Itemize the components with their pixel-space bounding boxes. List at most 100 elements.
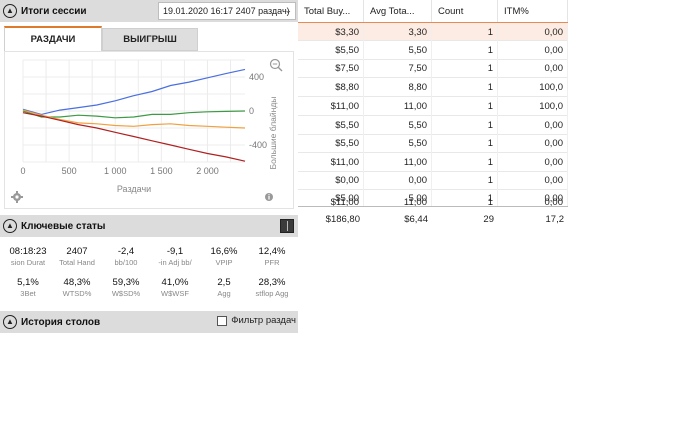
cell-total-buyin: $0,00 [298,171,364,190]
stat-session-duration: 08:18:23 sion Durat [4,246,52,267]
collapse-chevron-icon[interactable]: ▲ [3,4,17,18]
stat-label: W$SD% [111,289,141,298]
table-row[interactable]: $0,00 0,00 1 0,00 [298,171,568,190]
cell-total-buyin: $5,50 [298,134,364,153]
cell-itm: 0,00 [498,153,568,172]
stat-pfr: 12,4% PFR [248,246,296,267]
table-history-header[interactable]: ▲ История столов Фильтр раздач [0,311,298,333]
table-row[interactable]: $11,00 11,00 1 0,00 [298,197,568,207]
cell-count: 1 [432,41,498,60]
stat-value: 2,5 [217,277,231,288]
stat-label: -in Adj bb/ [158,258,192,267]
filter-label: Фильтр раздач [231,315,296,326]
stat-postflop-agg: 28,3% stflop Agg [248,277,296,298]
stat-value: 41,0% [161,277,189,288]
zoom-icon[interactable] [269,58,283,72]
x-axis-label: Раздачи [117,184,151,194]
y-tick-label: 0 [249,106,254,116]
cell-count: 1 [432,134,498,153]
stat-value: 12,4% [258,246,286,257]
table-row[interactable]: $8,80 8,80 1 100,0 [298,78,568,97]
cell-count: 1 [432,97,498,116]
tab-winnings[interactable]: ВЫИГРЫШ [102,28,198,51]
totals-row: $186,80 $6,44 29 17,2 [298,206,568,230]
table-row[interactable]: $5,50 5,50 1 0,00 [298,134,568,153]
series-line-2 [22,109,246,129]
stat-allin-adj: -9,1 -in Adj bb/ [151,246,199,267]
collapse-chevron-icon[interactable]: ▲ [3,315,17,329]
stat-value: 2407 [66,246,88,257]
session-panel: ▲ Итоги сессии 19.01.2020 16:17 2407 раз… [0,0,298,445]
session-chart: 0 500 1 000 1 500 2 000 400 0 -400 Раздачи Боль… [4,51,294,209]
cell-itm: 100,0 [498,97,568,116]
cell-itm: 0,00 [498,41,568,60]
cell-avg-total: 8,80 [364,78,432,97]
cell-count: 1 [432,197,498,207]
column-header-total-buyin[interactable]: Total Buy... [298,0,364,22]
table-row[interactable]: $11,00 11,00 1 0,00 [298,153,568,172]
total-buyin-sum: $186,80 [325,213,360,225]
stat-label: stflop Agg [255,289,289,298]
table-row[interactable]: $7,50 7,50 1 0,00 [298,59,568,78]
stat-label: sion Durat [10,258,46,267]
stat-value: 48,3% [63,277,91,288]
cell-itm: 100,0 [498,78,568,97]
x-tick-label: 0 [20,166,25,176]
stat-value: -2,4 [117,246,135,257]
x-tick-label: 500 [62,166,77,176]
key-stats-header[interactable]: ▲ Ключевые статы [0,215,298,237]
y-tick-label: 400 [249,72,264,82]
cell-total-buyin: $7,50 [298,59,364,78]
y-tick-label: -400 [249,140,267,150]
stat-wsd: 59,3% W$SD% [102,277,150,298]
table-row[interactable]: $5,50 5,50 1 0,00 [298,41,568,60]
cell-itm: 0,00 [498,116,568,135]
filter-checkbox[interactable] [217,315,228,326]
stat-label: VPIP [215,258,233,267]
stat-label: bb/100 [114,258,138,267]
cell-avg-total: 3,30 [364,23,432,42]
cell-total-buyin: $3,30 [298,23,364,42]
session-dropdown[interactable]: 19.01.2020 16:17 2407 раздач) ⌄ [158,2,296,20]
cell-avg-total: 5,50 [364,41,432,60]
column-header-count[interactable]: Count [432,0,498,22]
cell-count: 1 [432,171,498,190]
table-row[interactable]: $11,00 11,00 1 100,0 [298,97,568,116]
column-header-itm[interactable]: ITM% [498,0,568,22]
series-line-3 [22,112,246,162]
table-row[interactable]: $3,30 3,30 1 0,00 [298,22,568,42]
cell-avg-total: 0,00 [364,171,432,190]
info-icon[interactable] [265,193,273,201]
layout-toggle-icon[interactable] [280,219,294,233]
series-line-1 [22,110,246,119]
settings-gear-icon[interactable] [11,191,23,203]
cell-itm: 0,00 [498,171,568,190]
cell-avg-total: 7,50 [364,59,432,78]
tab-hands[interactable]: РАЗДАЧИ [4,26,102,51]
cell-avg-total: 11,00 [364,153,432,172]
hand-filter[interactable]: Фильтр раздач [217,315,296,326]
tournament-table: Total Buy... Avg Tota... Count ITM% $3,3… [298,0,568,245]
stat-label: WTSD% [62,289,92,298]
cell-avg-total: 5,50 [364,116,432,135]
stat-vpip: 16,6% VPIP [200,246,248,267]
total-itm: 17,2 [545,213,565,225]
collapse-chevron-icon[interactable]: ▲ [3,219,17,233]
cell-itm: 0,00 [498,197,568,207]
cell-count: 1 [432,153,498,172]
stat-label: 3Bet [20,289,36,298]
table-row[interactable]: $5,50 5,50 1 0,00 [298,116,568,135]
cell-total-buyin: $5,50 [298,41,364,60]
cell-itm: 0,00 [498,59,568,78]
stat-label: PFR [264,258,280,267]
stat-wtsd: 48,3% WTSD% [53,277,101,298]
cell-total-buyin: $5,50 [298,116,364,135]
cell-total-buyin: $11,00 [298,153,364,172]
session-summary-title: Итоги сессии [21,5,87,17]
stat-value: 08:18:23 [9,246,47,257]
stat-value: 16,6% [210,246,238,257]
chart-tabs: РАЗДАЧИ ВЫИГРЫШ [4,26,294,51]
cell-avg-total: 5,50 [364,134,432,153]
chart-svg: 0 500 1 000 1 500 2 000 400 0 -400 Раздачи Боль… [11,58,283,203]
column-header-avg-total[interactable]: Avg Tota... [364,0,432,22]
